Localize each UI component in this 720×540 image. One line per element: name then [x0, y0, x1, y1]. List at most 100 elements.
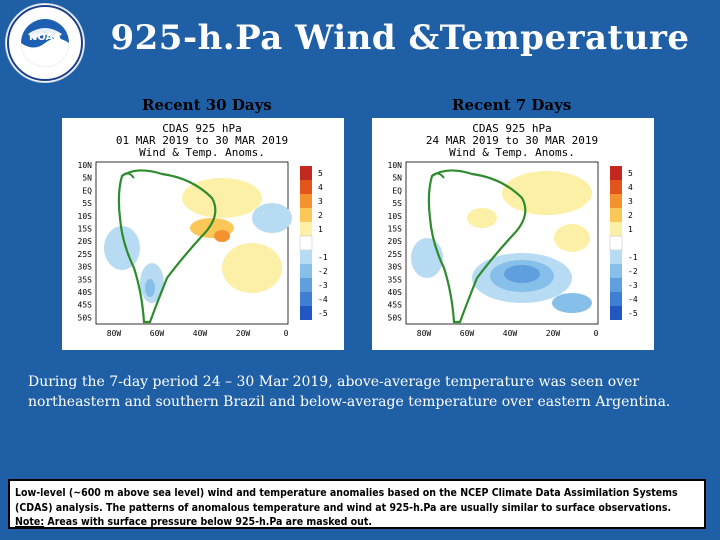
map-area	[405, 161, 599, 325]
lat-label: 30S	[388, 263, 403, 272]
lon-label: 0	[594, 329, 599, 338]
colorbar: 5 4 3 2 1 -1 -2 -3 -4 -5	[609, 166, 638, 320]
map-title-line-3: Wind & Temp. Anoms.	[449, 146, 575, 159]
colorbar-swatch	[610, 180, 622, 194]
colorbar-swatch	[300, 194, 312, 208]
colorbar-label: -5	[318, 309, 328, 318]
colorbar-swatch	[300, 306, 312, 320]
colorbar-label: 5	[318, 169, 323, 178]
colorbar-swatch	[300, 278, 312, 292]
colorbar-swatch	[610, 250, 622, 264]
noaa-seal-icon: NOAA	[7, 5, 83, 81]
noaa-logo: NOAA	[6, 4, 84, 82]
lon-label: 20W	[236, 329, 251, 338]
map-title-line-1: CDAS 925 hPa	[472, 122, 551, 135]
lat-label: 15S	[388, 225, 403, 234]
description-text: During the 7-day period 24 – 30 Mar 2019…	[28, 374, 671, 410]
colorbar-swatch	[610, 264, 622, 278]
colorbar-label: 3	[318, 197, 323, 206]
note-label: Note:	[15, 516, 45, 528]
map-title-line-2: 24 MAR 2019 to 30 MAR 2019	[426, 134, 598, 147]
lat-label: 45S	[388, 301, 403, 310]
map-title-line-1: CDAS 925 hPa	[162, 122, 241, 135]
lat-label: 20S	[388, 237, 403, 246]
colorbar-label: -4	[318, 295, 328, 304]
note-box: Low-level (~600 m above sea level) wind …	[8, 479, 706, 529]
colorbar-label: 2	[628, 211, 633, 220]
lon-label: 40W	[503, 329, 518, 338]
lat-label: 5S	[82, 199, 92, 208]
map-area	[95, 161, 292, 325]
lat-label: 25S	[78, 250, 93, 259]
lat-label: 20S	[78, 237, 93, 246]
logo-text: NOAA	[29, 32, 61, 43]
colorbar-swatch	[300, 222, 312, 236]
colorbar-swatch	[300, 292, 312, 306]
colorbar-swatch	[300, 250, 312, 264]
map-title-line-2: 01 MAR 2019 to 30 MAR 2019	[116, 134, 288, 147]
map-svg-7-days: CDAS 925 hPa 24 MAR 2019 to 30 MAR 2019 …	[388, 122, 638, 338]
colorbar-label: -4	[628, 295, 638, 304]
lat-label: 50S	[388, 313, 403, 322]
lon-label: 40W	[193, 329, 208, 338]
lat-label: 45S	[78, 301, 93, 310]
colorbar-label: -1	[318, 253, 328, 262]
colorbar-label: -3	[318, 281, 328, 290]
lat-label: EQ	[392, 186, 402, 195]
lat-label: 35S	[78, 275, 93, 284]
lat-label: 50S	[78, 313, 93, 322]
map-title-line-3: Wind & Temp. Anoms.	[139, 146, 265, 159]
lat-tick-labels: 10N 5N EQ 5S 10S 15S 20S 25S 30S 35S 40S…	[388, 161, 403, 322]
lat-label: 10S	[388, 212, 403, 221]
lat-label: 25S	[388, 250, 403, 259]
lon-tick-labels: 80W 60W 40W 20W 0	[417, 329, 599, 338]
colorbar-label: -2	[628, 267, 638, 276]
lat-label: 5S	[392, 199, 402, 208]
map-panel-30-days: CDAS 925 hPa 01 MAR 2019 to 30 MAR 2019 …	[62, 118, 344, 350]
colorbar-label: 1	[318, 225, 323, 234]
colorbar-swatch	[610, 306, 622, 320]
page-title: 925-h.Pa Wind &Temperature	[110, 18, 690, 58]
colorbar-label: -2	[318, 267, 328, 276]
colorbar-label: -3	[628, 281, 638, 290]
colorbar-label: 3	[628, 197, 633, 206]
lon-label: 80W	[417, 329, 432, 338]
lon-label: 60W	[460, 329, 475, 338]
colorbar-swatch	[610, 222, 622, 236]
lat-label: 40S	[388, 288, 403, 297]
lat-label: 15S	[78, 225, 93, 234]
colorbar-label: -1	[628, 253, 638, 262]
lon-label: 80W	[107, 329, 122, 338]
map-panel-7-days: CDAS 925 hPa 24 MAR 2019 to 30 MAR 2019 …	[372, 118, 654, 350]
colorbar-swatch	[610, 208, 622, 222]
colorbar-label: 4	[318, 183, 323, 192]
colorbar-swatch	[610, 166, 622, 180]
colorbar: 5 4 3 2 1 -1 -2 -3 -4 -5	[299, 166, 328, 320]
colorbar-swatch-neutral	[299, 235, 313, 251]
colorbar-label: 2	[318, 211, 323, 220]
lat-label: 5N	[82, 174, 92, 183]
colorbar-swatch	[300, 264, 312, 278]
colorbar-swatch-neutral	[609, 235, 623, 251]
map-svg-30-days: CDAS 925 hPa 01 MAR 2019 to 30 MAR 2019 …	[78, 122, 328, 338]
lat-label: 5N	[392, 174, 402, 183]
lat-tick-labels: 10N 5N EQ 5S 10S 15S 20S 25S 30S 35S 40S…	[78, 161, 93, 322]
colorbar-swatch	[300, 166, 312, 180]
note-body: Low-level (~600 m above sea level) wind …	[15, 487, 678, 514]
colorbar-label: 4	[628, 183, 633, 192]
lat-label: 40S	[78, 288, 93, 297]
lat-label: 35S	[388, 275, 403, 284]
lat-label: 30S	[78, 263, 93, 272]
lat-label: 10N	[388, 161, 403, 170]
colorbar-swatch	[610, 292, 622, 306]
note-text: Areas with surface pressure below 925-h.…	[44, 516, 373, 528]
lat-label: 10S	[78, 212, 93, 221]
colorbar-swatch	[300, 208, 312, 222]
colorbar-swatch	[300, 180, 312, 194]
colorbar-swatch	[610, 194, 622, 208]
colorbar-label: 5	[628, 169, 633, 178]
caption-7-days: Recent 7 Days	[452, 96, 572, 114]
lat-label: EQ	[82, 186, 92, 195]
lat-label: 10N	[78, 161, 93, 170]
caption-30-days: Recent 30 Days	[142, 96, 272, 114]
